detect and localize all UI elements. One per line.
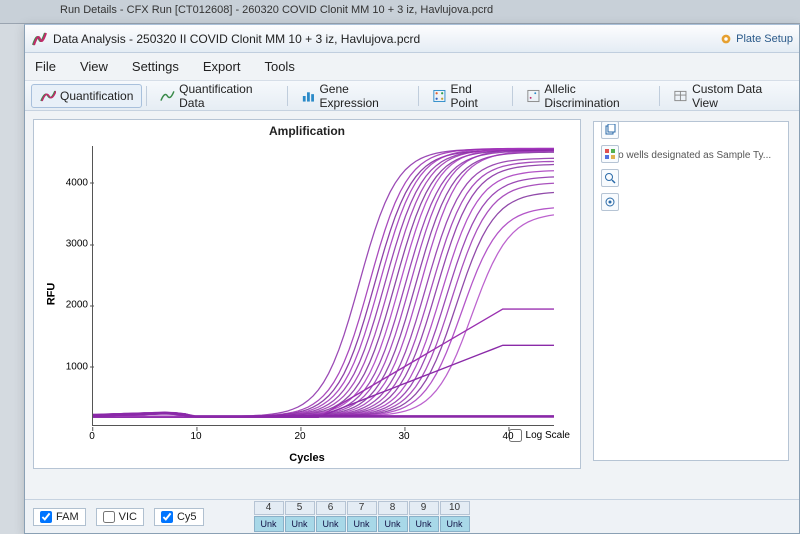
app-icon [31, 31, 47, 47]
x-tick: 10 [190, 431, 201, 442]
background-window-titlebar: Run Details - CFX Run [CT012608] - 26032… [0, 0, 800, 24]
x-tick: 0 [89, 431, 95, 442]
menu-view[interactable]: View [80, 59, 108, 74]
chart-title: Amplification [34, 120, 580, 138]
tab-custom[interactable]: Custom Data View [664, 78, 793, 114]
scatter-icon [526, 88, 541, 104]
well-column-header: 7 [347, 501, 377, 515]
well-cell[interactable]: Unk [316, 516, 346, 532]
well-cell[interactable]: Unk [285, 516, 315, 532]
amplification-chart[interactable]: Amplification RFU Cycles Log Scale 1000 2… [33, 119, 581, 469]
zoom-icon[interactable] [601, 169, 619, 187]
workspace: Amplification RFU Cycles Log Scale 1000 2… [25, 111, 799, 499]
fluorophore-cy5[interactable]: Cy5 [154, 508, 204, 526]
y-tick: 2000 [60, 300, 88, 311]
tab-end-point[interactable]: End Point [423, 78, 508, 114]
titlebar: Data Analysis - 250320 II COVID Clonit M… [25, 25, 799, 53]
bottom-bar: FAM VIC Cy5 4Unk5Unk6Unk7Unk8Unk9Unk10Un… [25, 499, 799, 533]
chart-area: Amplification RFU Cycles Log Scale 1000 2… [25, 111, 585, 499]
log-scale-checkbox[interactable]: Log Scale [509, 429, 570, 442]
right-panel-message: No wells designated as Sample Ty... [602, 150, 780, 161]
right-panel-box: No wells designated as Sample Ty... [593, 121, 789, 461]
tab-quantification-data[interactable]: Quantification Data [151, 78, 282, 114]
background-window-title: Run Details - CFX Run [CT012608] - 26032… [60, 4, 493, 16]
menu-export[interactable]: Export [203, 59, 241, 74]
y-tick: 3000 [60, 239, 88, 250]
tab-allelic[interactable]: Allelic Discrimination [517, 78, 656, 114]
y-tick: 4000 [60, 177, 88, 188]
wave-icon [160, 88, 175, 104]
x-tick: 30 [398, 431, 409, 442]
tab-quantification[interactable]: Quantification [31, 84, 142, 108]
well-cell[interactable]: Unk [347, 516, 377, 532]
copy-icon[interactable] [601, 121, 619, 139]
fam-checkbox[interactable] [40, 511, 52, 523]
chart-side-toolbar [601, 121, 619, 211]
well-column-header: 4 [254, 501, 284, 515]
well-column-header: 6 [316, 501, 346, 515]
plate-setup-button[interactable]: Plate Setup [719, 32, 793, 46]
menu-tools[interactable]: Tools [264, 59, 294, 74]
menu-file[interactable]: File [35, 59, 56, 74]
wave-icon [40, 88, 56, 104]
x-tick: 20 [294, 431, 305, 442]
curves-svg [93, 146, 554, 424]
menubar: File View Settings Export Tools [25, 53, 799, 81]
toolbar: Quantification Quantification Data Gene … [25, 81, 799, 111]
well-column-header: 8 [378, 501, 408, 515]
bars-icon [301, 88, 316, 104]
well-cell[interactable]: Unk [409, 516, 439, 532]
well-column-header: 5 [285, 501, 315, 515]
tab-gene-expression[interactable]: Gene Expression [292, 78, 414, 114]
x-axis-label: Cycles [289, 452, 324, 464]
gear-icon [719, 32, 733, 46]
cy5-checkbox[interactable] [161, 511, 173, 523]
well-cell[interactable]: Unk [440, 516, 470, 532]
y-tick: 1000 [60, 361, 88, 372]
vic-checkbox[interactable] [103, 511, 115, 523]
window-title: Data Analysis - 250320 II COVID Clonit M… [53, 32, 420, 46]
well-column-header: 10 [440, 501, 470, 515]
well-cell[interactable]: Unk [254, 516, 284, 532]
x-tick: 40 [502, 431, 513, 442]
grid-icon [432, 88, 447, 104]
well-grid[interactable]: 4Unk5Unk6Unk7Unk8Unk9Unk10Unk [254, 501, 470, 532]
well-column-header: 9 [409, 501, 439, 515]
fluorophore-vic[interactable]: VIC [96, 508, 144, 526]
fluorophore-fam[interactable]: FAM [33, 508, 86, 526]
palette-icon[interactable] [601, 145, 619, 163]
well-cell[interactable]: Unk [378, 516, 408, 532]
y-axis-label: RFU [45, 283, 57, 306]
menu-settings[interactable]: Settings [132, 59, 179, 74]
table-icon [673, 88, 688, 104]
main-window: Data Analysis - 250320 II COVID Clonit M… [24, 24, 800, 534]
plot-area [92, 146, 554, 426]
settings-icon[interactable] [601, 193, 619, 211]
